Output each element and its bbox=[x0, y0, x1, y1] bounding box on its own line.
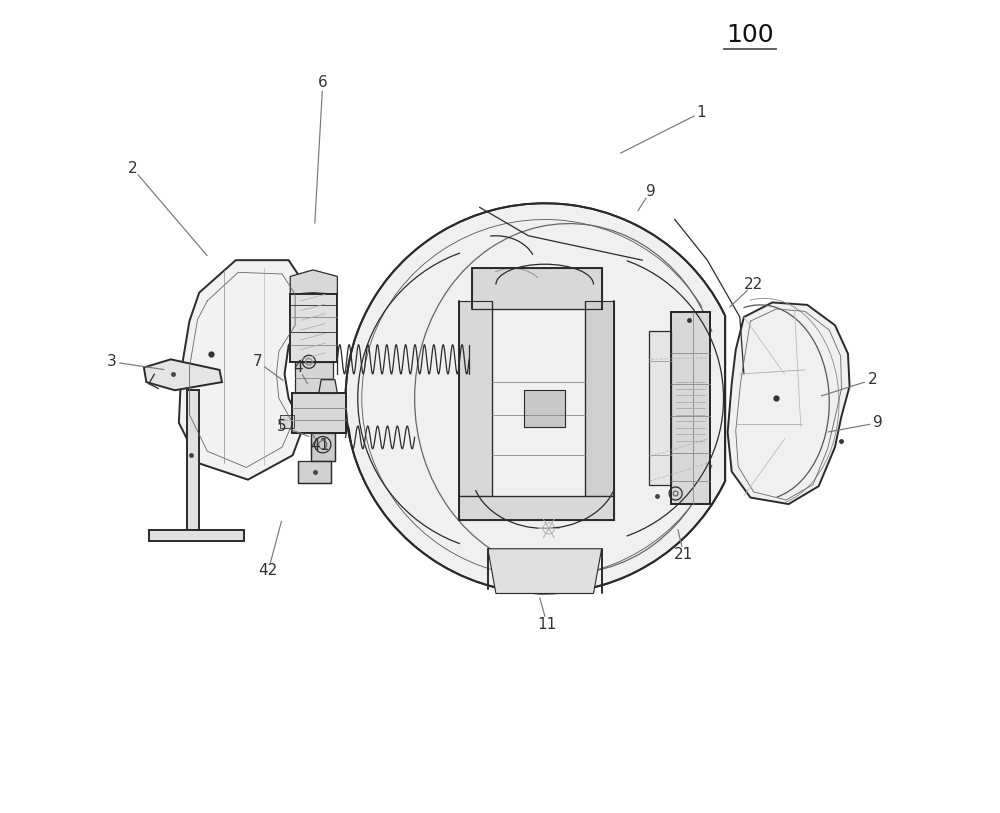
Polygon shape bbox=[187, 390, 199, 530]
Polygon shape bbox=[459, 301, 492, 496]
Text: 41: 41 bbox=[310, 438, 329, 453]
Text: 22: 22 bbox=[744, 277, 763, 292]
Polygon shape bbox=[144, 359, 222, 390]
Text: 9: 9 bbox=[873, 415, 883, 430]
Polygon shape bbox=[488, 549, 602, 593]
Text: 2: 2 bbox=[128, 161, 137, 176]
Polygon shape bbox=[290, 270, 337, 294]
Text: 2: 2 bbox=[868, 372, 877, 387]
Text: 3: 3 bbox=[107, 354, 116, 369]
Polygon shape bbox=[649, 331, 671, 485]
Polygon shape bbox=[149, 530, 244, 541]
Polygon shape bbox=[472, 268, 602, 309]
Text: 100: 100 bbox=[727, 23, 774, 47]
Text: 6: 6 bbox=[318, 76, 328, 90]
Polygon shape bbox=[298, 461, 331, 483]
Polygon shape bbox=[585, 301, 614, 496]
Polygon shape bbox=[179, 260, 307, 480]
Polygon shape bbox=[346, 203, 725, 593]
Text: 21: 21 bbox=[674, 547, 693, 562]
Text: 11: 11 bbox=[538, 617, 557, 632]
Text: 42: 42 bbox=[259, 563, 278, 578]
Polygon shape bbox=[671, 312, 710, 504]
Polygon shape bbox=[292, 393, 346, 433]
Text: 4: 4 bbox=[294, 360, 303, 375]
Text: 7: 7 bbox=[253, 354, 263, 369]
Polygon shape bbox=[728, 302, 850, 504]
Text: 9: 9 bbox=[646, 184, 655, 198]
Polygon shape bbox=[524, 390, 565, 427]
Text: 1: 1 bbox=[697, 105, 706, 120]
Polygon shape bbox=[290, 294, 337, 362]
Text: 5: 5 bbox=[276, 419, 286, 433]
Polygon shape bbox=[319, 380, 337, 393]
Polygon shape bbox=[459, 496, 614, 520]
Polygon shape bbox=[311, 433, 335, 461]
Polygon shape bbox=[295, 362, 333, 398]
Polygon shape bbox=[280, 415, 294, 428]
